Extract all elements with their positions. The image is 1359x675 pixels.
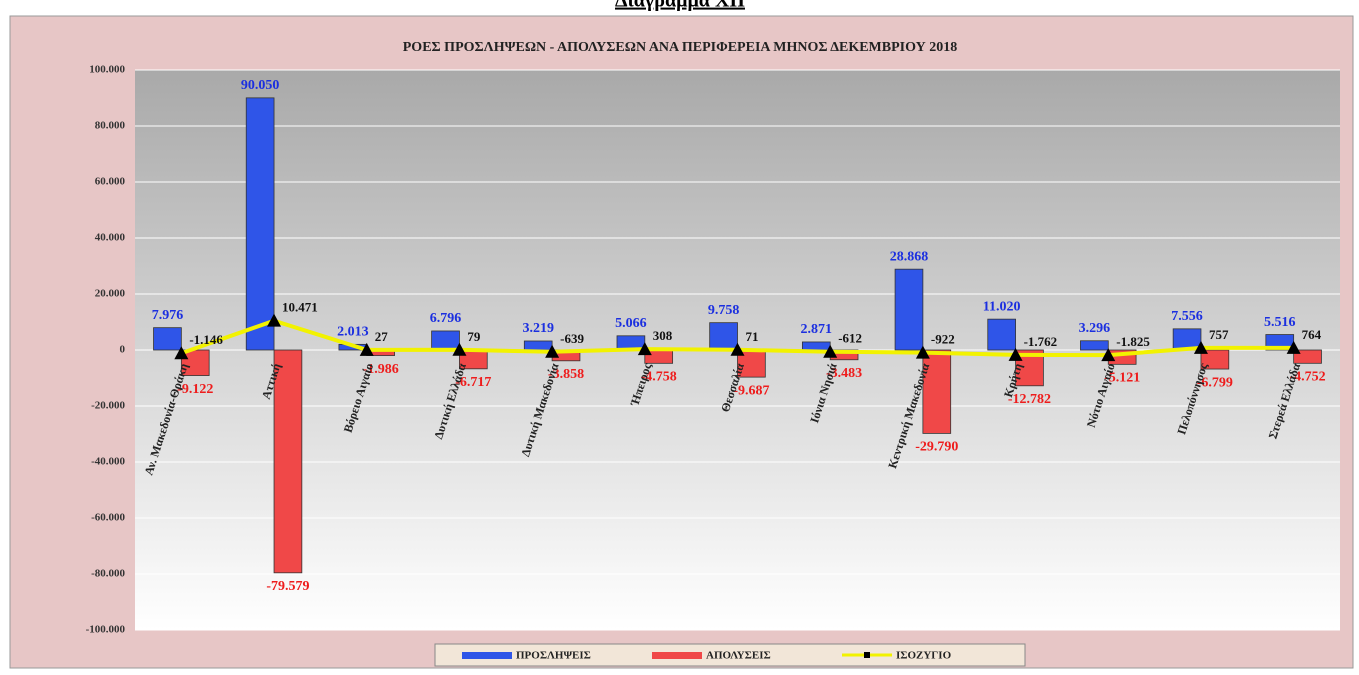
legend-swatch [652,652,702,659]
bar-value-label: 11.020 [983,299,1021,314]
bar-value-label: 2.013 [337,325,369,340]
bar [894,268,924,351]
bar-value-label: -4.758 [641,370,677,385]
balance-label: -922 [931,332,955,347]
balance-marker [1286,340,1301,354]
balance-marker [1193,340,1208,354]
y-tick-label: -80.000 [91,568,125,580]
y-tick-label: 40.000 [95,232,126,244]
balance-marker [915,345,930,359]
bar-value-label: -3.858 [548,367,584,382]
bar [922,349,952,434]
bar [180,349,210,376]
balance-label: 10.471 [282,300,318,315]
bar-value-label: 5.066 [615,316,647,331]
balance-label: -1.825 [1116,334,1150,349]
y-tick-label: 60.000 [95,176,126,188]
balance-marker [823,344,838,358]
balance-label: 71 [746,329,759,344]
legend-label: ΙΣΟΖΥΓΙΟ [896,650,952,662]
balance-marker [1008,347,1023,361]
bar-value-label: -9.687 [733,383,769,398]
bar [431,330,460,351]
bar [245,97,275,351]
bar-value-label: 2.871 [801,322,833,337]
balance-marker [452,342,467,356]
balance-label: -612 [838,331,862,346]
balance-label: 27 [375,329,389,344]
legend-swatch [864,652,870,658]
bar-value-label: -12.782 [1008,392,1051,407]
bar-value-label: -9.122 [177,382,213,397]
balance-label: -639 [560,331,584,346]
balance-label: 757 [1209,327,1229,342]
balance-label: 764 [1302,327,1322,342]
y-tick-label: -100.000 [86,624,126,636]
legend-swatch [462,652,512,659]
y-tick-label: -20.000 [91,400,125,412]
balance-marker [545,344,560,358]
y-tick-label: -60.000 [91,512,125,524]
y-tick-label: 0 [120,344,126,356]
heading: Διάγραμμα XII [615,0,745,12]
bar-value-label: -79.579 [266,579,309,594]
balance-marker [730,342,745,356]
chart-title: ΡΟΕΣ ΠΡΟΣΛΗΨΕΩΝ - ΑΠΟΛΥΣΕΩΝ ΑΝΑ ΠΕΡΙΦΕΡΕ… [403,40,958,55]
legend-label: ΑΠΟΛΥΣΕΙΣ [706,650,771,662]
balance-marker [267,313,282,327]
bar-value-label: 9.758 [708,303,740,318]
bar [153,327,182,351]
y-tick-label: -40.000 [91,456,125,468]
balance-label: 79 [467,329,481,344]
bar [1293,349,1322,364]
balance-label: -1.762 [1024,334,1058,349]
bar-value-label: 28.868 [890,249,929,264]
balance-label: 308 [653,328,673,343]
bar [523,340,553,351]
bar [987,318,1016,351]
bar-value-label: 6.796 [430,311,462,326]
bar-value-label: -5.121 [1104,371,1140,386]
bar [1200,349,1230,370]
bar [801,341,831,351]
balance-marker [359,342,374,356]
bar [709,322,738,351]
bar-value-label: -3.483 [826,366,862,381]
bar-value-label: -6.799 [1197,375,1233,390]
bar-value-label: 3.219 [522,321,554,336]
y-tick-label: 80.000 [95,120,126,132]
balance-marker [174,346,189,360]
bar [273,349,303,574]
bar-value-label: -6.717 [455,375,491,390]
legend [434,643,1026,667]
bar-value-label: 3.296 [1079,321,1111,336]
bar-value-label: 90.050 [241,78,280,93]
balance-marker [1101,348,1116,362]
balance-label: -1.146 [189,332,223,347]
bar [1080,340,1109,351]
bar-value-label: 7.556 [1171,309,1203,324]
y-tick-label: 20.000 [95,288,126,300]
bar-value-label: -1.986 [363,362,399,377]
bar-value-label: -29.790 [915,440,958,455]
balance-marker [637,342,652,356]
bar-value-label: -4.752 [1289,370,1325,385]
bar-value-label: 7.976 [152,308,184,323]
legend-label: ΠΡΟΣΛΗΨΕΙΣ [516,650,591,662]
bar-value-label: 5.516 [1264,315,1296,330]
y-tick-label: 100.000 [89,64,125,76]
